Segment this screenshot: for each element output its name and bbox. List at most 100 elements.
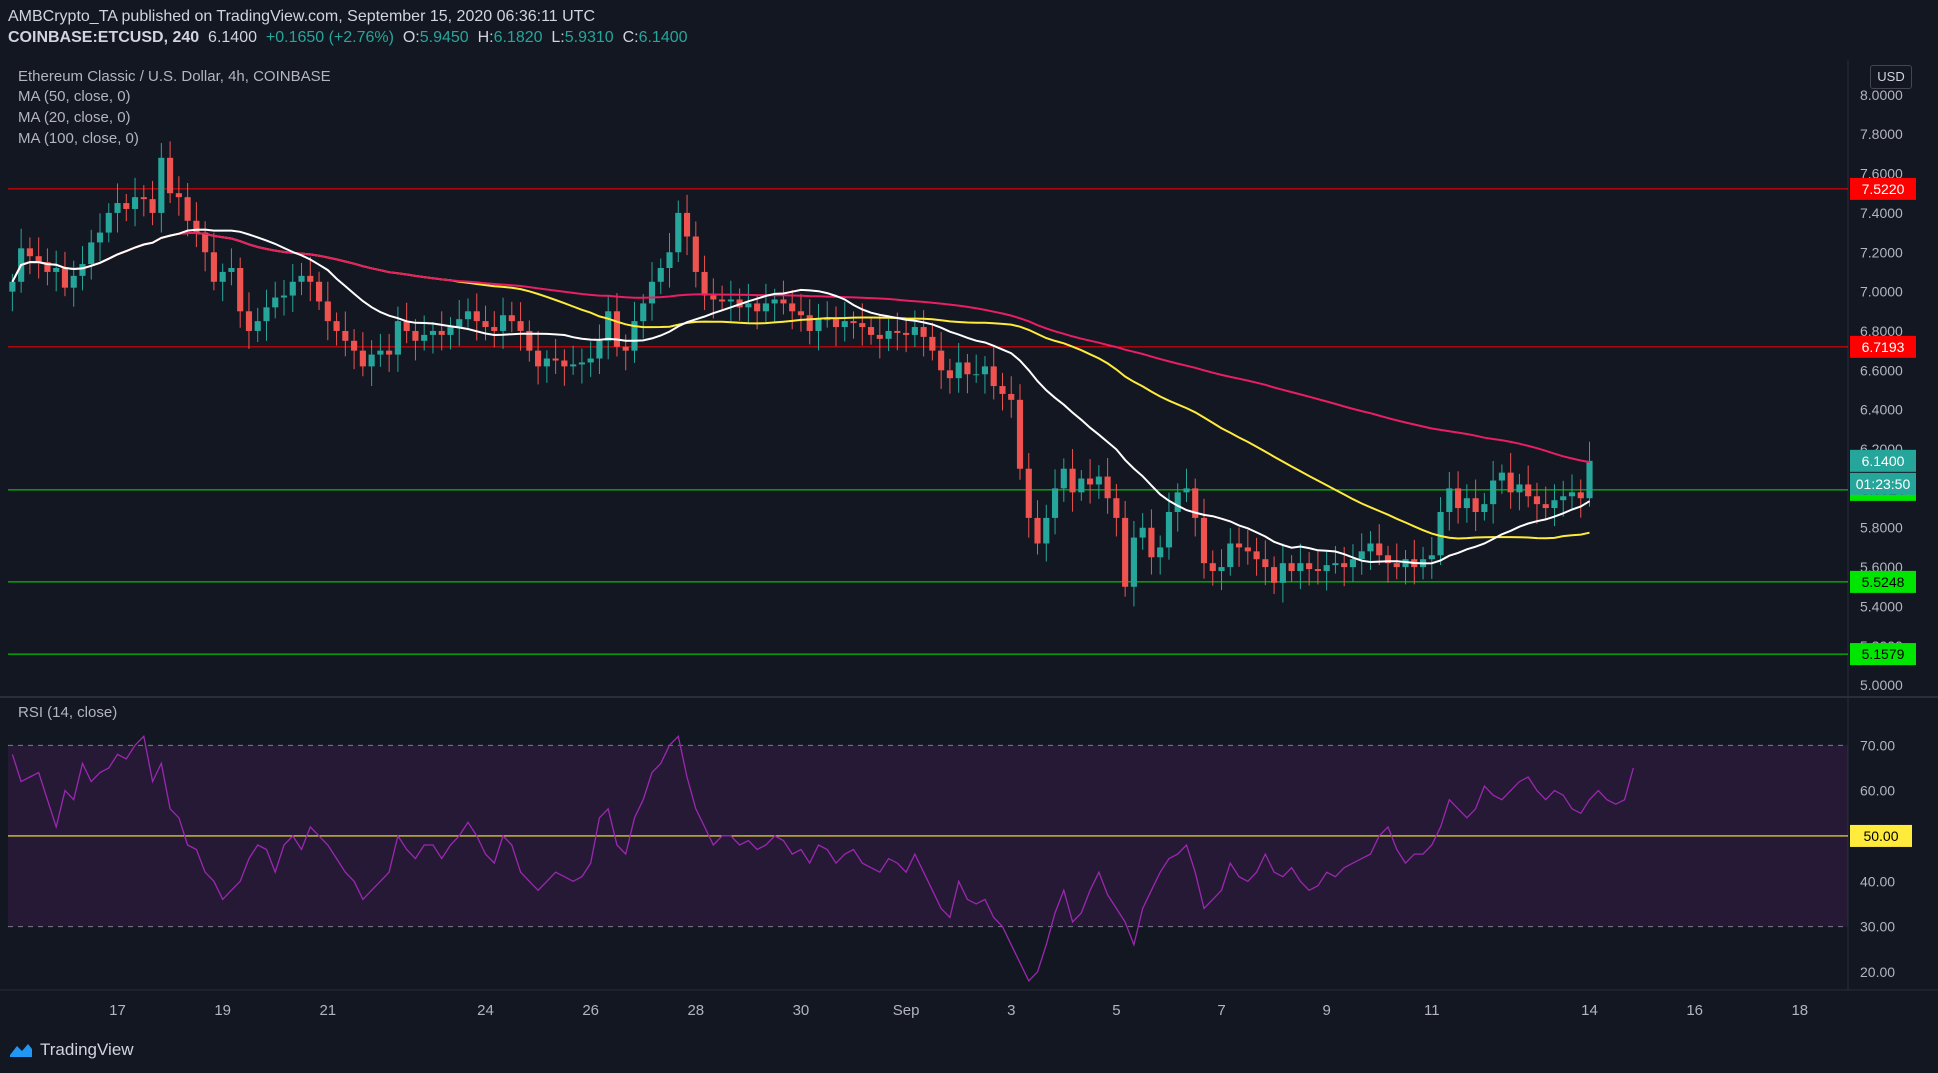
rsi-tick-label: 70.00 [1860,737,1895,753]
price-tick-label: 7.8000 [1860,126,1903,142]
time-tick-label: 7 [1217,1002,1225,1019]
candle-body [806,315,813,331]
candle-body [526,330,533,351]
candle-body [342,330,349,341]
candle-body [981,366,989,375]
candle-body [570,364,577,367]
candle-body [123,203,130,209]
candle-body [561,360,568,367]
candle-body [394,321,401,355]
candle-body [245,311,253,331]
candle-body [1139,527,1146,538]
indicator-ma50[interactable]: MA (50, close, 0) [18,88,131,105]
level-label: 6.7193 [1862,339,1905,355]
candle-body [333,321,340,331]
candle-body [1069,468,1076,493]
indicator-ma100[interactable]: MA (100, close, 0) [18,130,139,147]
candle-body [605,311,612,341]
currency-button[interactable]: USD [1870,65,1912,89]
price-tick-label: 6.4000 [1860,402,1903,418]
rsi-midline-label: 50.00 [1863,828,1898,844]
candle-body [517,321,524,331]
candle-body [894,330,901,333]
candle-body [1034,517,1041,544]
candle-body [1060,468,1067,489]
candle-body [88,242,95,265]
high-label: H: [477,29,494,46]
price-tick-label: 5.8000 [1860,520,1903,536]
candle-body [1043,517,1050,544]
candle-body [1227,543,1234,568]
rsi-midline-badge [1850,824,1912,847]
candle-body [990,366,997,387]
time-tick-label: 18 [1791,1002,1808,1019]
candle-body [1016,399,1024,469]
time-tick-label: 30 [793,1002,810,1019]
candle-body [692,236,699,272]
pane-title: Ethereum Classic / U.S. Dollar, 4h, COIN… [18,68,331,85]
symbol-name[interactable]: COINBASE:ETCUSD, 240 [8,29,200,46]
candle-body [1376,543,1383,556]
candle-body [1008,393,1015,400]
candle-body [797,311,805,316]
candle-body [167,157,174,194]
candle-body [1568,492,1576,497]
candle-body [1235,543,1243,548]
candle-body [1253,551,1260,560]
candle-body [368,354,375,367]
candle-body [1498,472,1505,481]
low-label: L: [551,29,565,46]
candles-group [9,141,1593,607]
candle-body [263,307,270,322]
candle-body [675,212,682,253]
candle-body [859,323,866,328]
time-tick-label: 26 [582,1002,599,1019]
candle-body [543,358,550,367]
candle-body [578,362,585,365]
publish-info: AMBCrypto_TA published on TradingView.co… [8,8,595,25]
candle-body [131,197,139,209]
candle-body [1332,563,1339,566]
candle-body [508,315,515,322]
candle-body [219,271,226,282]
candle-body [438,330,445,335]
candle-body [1341,563,1348,568]
candle-body [964,362,971,375]
candle-body [53,268,60,272]
level-badge [1850,643,1916,666]
candle-body [464,311,472,320]
time-tick-label: 14 [1581,1002,1598,1019]
price-tick-label: 6.6000 [1860,362,1903,378]
candle-body [640,303,647,322]
indicator-ma20[interactable]: MA (20, close, 0) [18,109,131,126]
candle-body [324,301,331,322]
candle-body [202,232,209,253]
candle-body [701,271,708,296]
candle-body [447,327,454,335]
candle-body [1472,498,1479,512]
candle-body [1551,500,1558,509]
candle-body [1306,563,1313,570]
candle-body [289,281,296,296]
ma20-line [11,228,1591,565]
candle-body [79,264,86,276]
candle-body [719,299,726,302]
candle-body [867,327,875,335]
candle-body [1192,488,1199,518]
price-tick-label: 7.4000 [1860,205,1903,221]
candle-body [999,386,1006,394]
candle-body [1349,559,1357,568]
candle-body [1481,504,1488,512]
candle-body [1393,563,1400,568]
candle-body [307,275,314,282]
candle-body [1428,555,1435,560]
open-label: O: [402,29,420,46]
candle-body [1279,563,1286,583]
candle-body [1078,478,1085,493]
rsi-title[interactable]: RSI (14, close) [18,704,118,721]
candle-body [1218,567,1225,572]
rsi-line [11,734,1634,983]
price-tick-label: 8.0000 [1860,87,1903,103]
candle-body [929,336,936,351]
